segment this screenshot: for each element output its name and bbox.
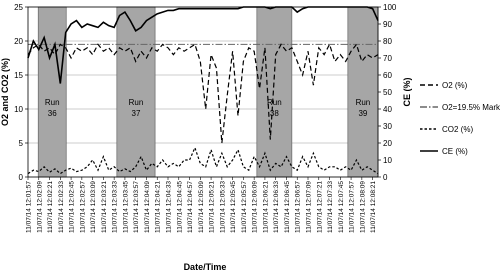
x-tick-label: 11/07/14 12:05:21 — [209, 181, 216, 233]
x-tick-label: 11/07/14 12:07:57 — [349, 181, 356, 233]
legend-label: CO2 (%) — [442, 125, 473, 134]
series-line — [27, 146, 379, 175]
y2-tick-label: 50 — [383, 88, 392, 97]
x-tick-label: 11/07/14 12:05:33 — [219, 181, 226, 233]
run-number: 38 — [270, 109, 279, 118]
run-number: 36 — [48, 109, 57, 118]
y2-tick-label: 30 — [383, 122, 392, 131]
run-label: Run — [356, 98, 371, 107]
run-label: Run — [267, 98, 282, 107]
run-band — [347, 6, 379, 178]
x-tick-label: 11/07/14 12:06:33 — [273, 181, 280, 233]
x-tick-label: 11/07/14 12:03:45 — [122, 181, 129, 233]
y-tick-label: 0 — [19, 173, 24, 182]
run-band — [256, 6, 293, 178]
x-tick-label: 11/07/14 12:03:21 — [101, 181, 108, 233]
y2-tick-label: 60 — [383, 71, 392, 80]
x-axis-title: Date/Time — [184, 262, 227, 272]
x-tick-label: 11/07/14 12:01:57 — [26, 181, 33, 233]
x-tick-label: 11/07/14 12:02:21 — [47, 181, 54, 233]
x-tick-label: 11/07/14 12:05:57 — [241, 181, 248, 233]
run-number: 37 — [132, 109, 141, 118]
x-tick-label: 11/07/14 12:04:45 — [176, 181, 183, 233]
run-band — [116, 6, 156, 178]
y-axis-title: O2 and CO2 (%) — [0, 58, 10, 126]
plot-border — [27, 6, 379, 178]
x-tick-label: 11/07/14 12:04:21 — [155, 181, 162, 233]
run-label: Run — [45, 98, 60, 107]
series-line — [27, 42, 379, 144]
y2-tick-label: 20 — [383, 139, 392, 148]
y2-tick-label: 0 — [383, 173, 388, 182]
y2-axis-title: CE (%) — [402, 77, 412, 106]
y-tick-label: 10 — [14, 105, 23, 114]
x-tick-label: 11/07/14 12:07:21 — [316, 181, 323, 233]
y2-tick-label: 40 — [383, 105, 392, 114]
y-tick-label: 15 — [14, 71, 23, 80]
run-label: Run — [129, 98, 144, 107]
y2-tick-label: 10 — [383, 156, 392, 165]
legend-label: O2 (%) — [442, 81, 468, 90]
x-tick-label: 11/07/14 12:03:09 — [90, 181, 97, 233]
x-tick-label: 11/07/14 12:02:33 — [58, 181, 65, 233]
legend-label: CE (%) — [442, 147, 468, 156]
x-tick-label: 11/07/14 12:04:33 — [166, 181, 173, 233]
x-tick-label: 11/07/14 12:07:45 — [338, 181, 345, 233]
legend-label: O2=19.5% Mark — [442, 103, 500, 112]
x-tick-label: 11/07/14 12:08:09 — [359, 181, 366, 233]
x-tick-label: 11/07/14 12:03:33 — [112, 181, 119, 233]
run-number: 39 — [358, 109, 367, 118]
y2-tick-label: 80 — [383, 37, 392, 46]
y-tick-label: 25 — [14, 3, 23, 12]
x-tick-label: 11/07/14 12:06:57 — [295, 181, 302, 233]
run-band — [37, 6, 67, 178]
x-tick-label: 11/07/14 12:07:09 — [306, 181, 313, 233]
x-tick-label: 11/07/14 12:04:57 — [187, 181, 194, 233]
series-line — [27, 6, 379, 84]
x-tick-label: 11/07/14 12:05:09 — [198, 181, 205, 233]
x-tick-label: 11/07/14 12:06:45 — [284, 181, 291, 233]
x-tick-label: 11/07/14 12:05:45 — [230, 181, 237, 233]
y-tick-label: 5 — [19, 139, 24, 148]
y2-tick-label: 90 — [383, 20, 392, 29]
x-tick-label: 11/07/14 12:02:57 — [79, 181, 86, 233]
y2-tick-label: 70 — [383, 54, 392, 63]
x-tick-label: 11/07/14 12:04:09 — [144, 181, 151, 233]
x-tick-label: 11/07/14 12:02:45 — [69, 181, 76, 233]
x-tick-label: 11/07/14 12:03:57 — [133, 181, 140, 233]
y-tick-label: 20 — [14, 37, 23, 46]
x-tick-label: 11/07/14 12:06:21 — [262, 181, 269, 233]
y2-tick-label: 100 — [383, 3, 397, 12]
x-tick-label: 11/07/14 12:07:33 — [327, 181, 334, 233]
x-tick-label: 11/07/14 12:06:09 — [252, 181, 259, 233]
x-tick-label: 11/07/14 12:08:21 — [370, 181, 377, 233]
x-tick-label: 11/07/14 12:02:09 — [36, 181, 43, 233]
